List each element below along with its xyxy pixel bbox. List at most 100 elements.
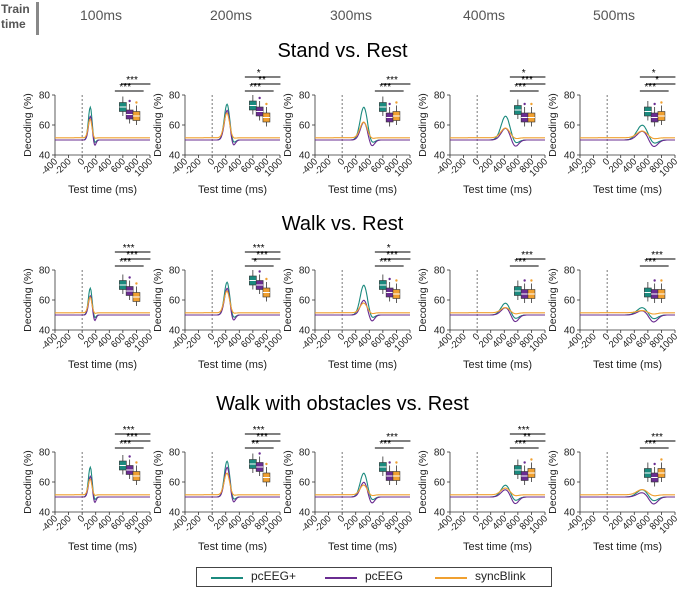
series-line-syncblink [55, 478, 150, 496]
significance-label: *** [518, 425, 530, 436]
significance-label: *** [651, 432, 663, 443]
series-line-pceeg-plus [450, 302, 545, 319]
train-time-label: Train time [1, 2, 30, 32]
y-tick-label: 40 [299, 151, 311, 162]
box-outlier [388, 277, 391, 281]
box-outlier [660, 279, 663, 282]
significance-label: * [522, 68, 526, 79]
y-tick-label: 80 [169, 266, 181, 277]
y-tick-label: 80 [564, 91, 576, 102]
y-tick-label: 60 [434, 296, 446, 307]
significance-label: *** [514, 257, 526, 268]
significance-label: *** [253, 425, 265, 436]
series-line-pceeg [315, 481, 410, 504]
x-tick-label: 0 [336, 156, 348, 168]
significance-label: *** [514, 82, 526, 93]
significance-label: *** [521, 250, 533, 261]
x-tick-label: 0 [601, 156, 613, 168]
x-tick-label: -200 [52, 156, 73, 177]
y-tick-label: 80 [39, 448, 51, 459]
series-line-pceeg [315, 299, 410, 322]
series-line-syncblink [315, 484, 410, 497]
significance-label: *** [123, 425, 135, 436]
y-tick-label: 60 [434, 478, 446, 489]
box-outlier [523, 102, 526, 106]
x-tick-label: -200 [52, 331, 73, 352]
significance-label: *** [126, 250, 138, 261]
x-axis-label: Test time (ms) [593, 541, 662, 553]
y-tick-label: 80 [299, 91, 311, 102]
y-axis-label: Decoding (%) [547, 268, 559, 332]
y-tick-label: 40 [169, 151, 181, 162]
train-time-divider [36, 2, 39, 35]
box-outlier [653, 279, 656, 282]
series-line-syncblink [580, 489, 675, 497]
box-outlier [135, 461, 138, 464]
x-tick-label: -200 [577, 156, 598, 177]
series-line-pceeg [185, 287, 280, 321]
y-tick-label: 60 [299, 296, 311, 307]
x-axis-label: Test time (ms) [328, 541, 397, 553]
row-title-walk: Walk vs. Rest [281, 213, 404, 235]
y-tick-label: 80 [299, 448, 311, 459]
y-tick-label: 80 [39, 266, 51, 277]
box-outlier [523, 461, 526, 464]
y-axis-label: Decoding (%) [22, 268, 34, 332]
y-axis-label: Decoding (%) [282, 93, 294, 157]
y-axis-label: Decoding (%) [152, 268, 164, 332]
y-tick-label: 60 [39, 121, 51, 132]
x-tick-label: -200 [577, 513, 598, 534]
y-axis-label: Decoding (%) [417, 268, 429, 332]
significance-label: * [257, 68, 261, 79]
significance-label: *** [644, 439, 656, 450]
series-line-pceeg [55, 475, 150, 504]
series-line-syncblink [55, 296, 150, 314]
series-line-syncblink [185, 290, 280, 314]
box-outlier [128, 455, 131, 458]
x-tick-label: 0 [336, 331, 348, 343]
series-line-syncblink [580, 130, 675, 140]
legend-label-syncblink: syncBlink [475, 569, 526, 583]
series-line-syncblink [185, 472, 280, 496]
x-tick-label: 0 [601, 331, 613, 343]
y-tick-label: 80 [39, 91, 51, 102]
box-outlier [265, 462, 268, 466]
significance-label: *** [253, 243, 265, 254]
y-tick-label: 60 [39, 478, 51, 489]
series-line-pceeg [580, 310, 675, 323]
y-tick-label: 40 [564, 508, 576, 519]
x-tick-label: -200 [312, 513, 333, 534]
y-axis-label: Decoding (%) [22, 93, 34, 157]
box-outlier [258, 96, 261, 100]
y-tick-label: 80 [564, 266, 576, 277]
box-outlier [388, 461, 391, 464]
significance-label: *** [126, 432, 138, 443]
significance-label: *** [119, 257, 131, 268]
y-tick-label: 80 [564, 448, 576, 459]
significance-label: *** [256, 250, 268, 261]
box-outlier [135, 282, 138, 285]
y-tick-label: 40 [39, 326, 51, 337]
series-line-pceeg [580, 130, 675, 147]
y-axis-label: Decoding (%) [22, 450, 34, 514]
significance-label: *** [119, 439, 131, 450]
y-axis-label: Decoding (%) [417, 450, 429, 514]
box-outlier [395, 101, 398, 104]
significance-label: *** [386, 432, 398, 443]
significance-label: ** [251, 439, 259, 450]
legend-swatch-syncblink [435, 577, 467, 579]
y-tick-label: 60 [169, 478, 181, 489]
x-tick-label: 0 [206, 513, 218, 525]
significance-label: * [652, 68, 656, 79]
significance-label: * [253, 257, 257, 268]
column-header-200ms: 200ms [210, 7, 253, 23]
y-tick-label: 80 [434, 266, 446, 277]
y-tick-label: 40 [434, 326, 446, 337]
significance-label: *** [379, 257, 391, 268]
